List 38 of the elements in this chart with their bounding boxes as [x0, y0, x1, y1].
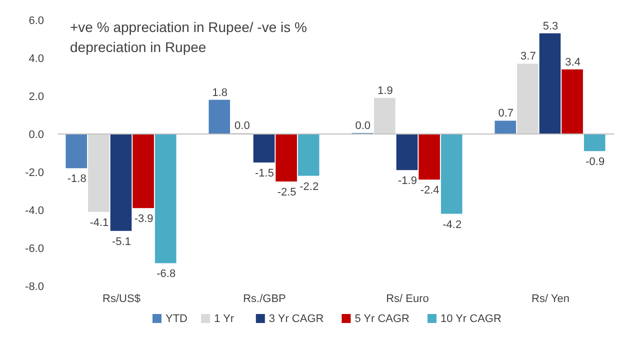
y-tick-label: 0.0 — [28, 128, 44, 141]
y-tick-label: 4.0 — [28, 52, 44, 65]
data-label: 3.7 — [520, 50, 536, 63]
data-label: -2.2 — [300, 180, 319, 193]
y-tick-label: -2.0 — [25, 166, 44, 179]
y-tick-label: 2.0 — [28, 90, 44, 103]
text: +ve % appreciation in Rupee/ -ve is % depreciation in Rupee — [70, 19, 307, 55]
data-label: -5.1 — [112, 236, 131, 248]
legend-label: 10 Yr CAGR — [440, 313, 502, 325]
data-label: 0.7 — [498, 108, 514, 120]
data-label: 3.4 — [565, 56, 580, 68]
y-tick-label: -4.0 — [25, 204, 44, 217]
y-tick-label: 6.0 — [28, 14, 44, 27]
data-label: -2.4 — [420, 184, 440, 197]
data-label: 0.0 — [355, 120, 371, 132]
legend-label: YTD — [166, 313, 188, 325]
data-label: -1.8 — [67, 173, 86, 186]
data-label: -1.5 — [255, 168, 274, 180]
data-label: -4.1 — [90, 216, 109, 229]
legend-label: 1 Yr — [214, 313, 234, 325]
x-tick-label: Rs./GBP — [243, 293, 286, 305]
x-tick-label: Rs/ Yen — [532, 293, 570, 305]
data-label: 1.8 — [212, 86, 228, 99]
legend-label: 5 Yr CAGR — [354, 313, 410, 325]
x-tick-label: Rs/ Euro — [386, 293, 429, 305]
data-label: -0.9 — [586, 156, 605, 168]
data-label: -6.8 — [156, 268, 176, 280]
y-tick-label: -8.0 — [25, 280, 44, 293]
data-label: 0.0 — [234, 120, 250, 132]
data-label: -4.2 — [442, 218, 462, 231]
legend-label: 3 Yr CAGR — [268, 313, 324, 325]
data-label: 1.9 — [378, 84, 393, 97]
x-tick-label: Rs/US$ — [102, 293, 140, 305]
data-label: -3.9 — [134, 213, 154, 226]
data-label: 5.3 — [542, 20, 558, 32]
data-label: -2.5 — [277, 186, 296, 198]
y-tick-label: -6.0 — [25, 242, 44, 255]
data-label: -1.9 — [398, 175, 417, 188]
